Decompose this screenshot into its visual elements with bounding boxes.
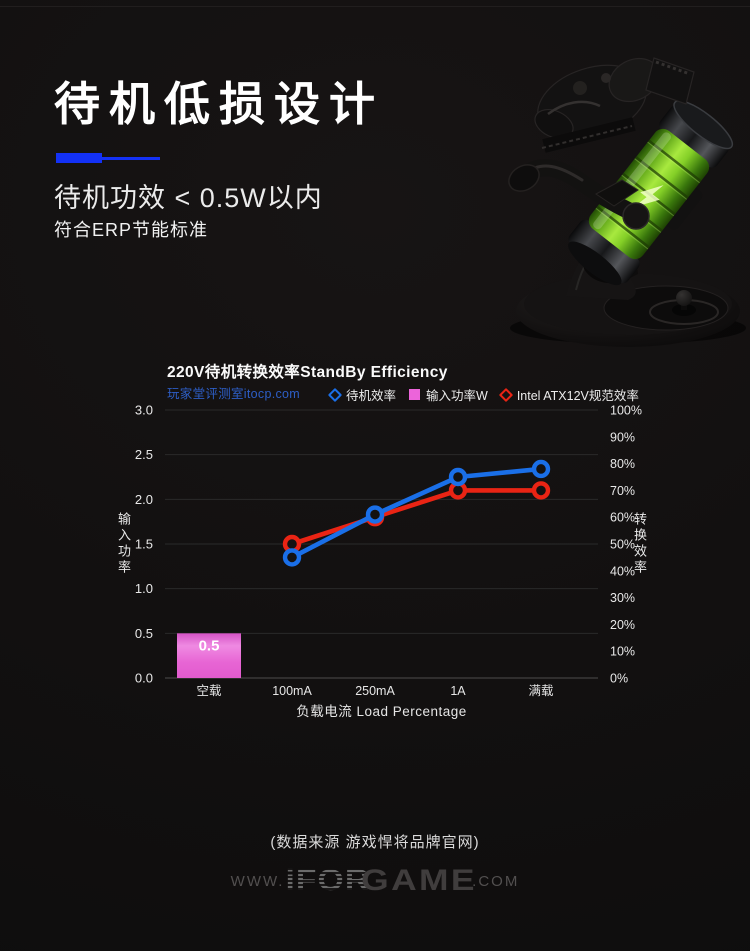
legend-label: Intel ATX12V规范效率 [516,389,639,403]
chart-legend: 待机效率 输入功率W Intel ATX12V规范效率 [327,385,639,404]
svg-text:0.5: 0.5 [199,637,220,654]
svg-text:0.5: 0.5 [135,626,153,641]
svg-text:50%: 50% [610,538,635,552]
right-axis-label: 转换效率 [632,512,647,576]
watermark-brand-game: GAME [361,864,477,897]
legend-square-marker-icon [409,389,421,400]
watermark: WWW. iFOR GAME .COM [0,866,750,896]
svg-text:40%: 40% [610,564,635,578]
legend-label: 待机效率 [346,389,397,403]
svg-text:100mA: 100mA [272,684,312,698]
efficiency-chart: 220V待机转换效率StandBy Efficiency 玩家堂评测室itocp… [110,356,666,728]
svg-text:空载: 空载 [196,684,222,698]
svg-text:0%: 0% [610,672,628,686]
svg-text:90%: 90% [610,430,635,444]
x-axis-title: 负载电流 Load Percentage [296,704,467,719]
chart-canvas: 0.0 0.5 1.0 1.5 2.0 2.5 3.0 0% 10% 20% 30% 40% 50% 60… [135,403,642,699]
svg-text:1.0: 1.0 [135,581,153,596]
data-source-note: (数据来源 游戏悍将品牌官网) [270,834,480,851]
svg-text:100%: 100% [610,404,642,418]
accent-divider-thin [102,156,160,160]
svg-text:70%: 70% [610,484,635,498]
svg-text:1A: 1A [450,684,466,698]
legend-item: 待机效率 [327,385,397,404]
watermark-suffix: .COM [472,872,520,890]
watermark-brand-ifor: iFOR [285,864,371,897]
svg-text:60%: 60% [610,511,635,525]
accent-divider-thick [56,153,102,163]
svg-text:20%: 20% [610,618,635,632]
legend-item: Intel ATX12V规范效率 [498,385,639,404]
erp-standard-text: 符合ERP节能标准 [54,220,209,240]
chart-title: 220V待机转换效率StandBy Efficiency [167,364,448,381]
svg-text:满载: 满载 [528,684,554,698]
legend-item: 输入功率W [409,385,488,404]
product-image [508,57,746,347]
watermark-prefix: WWW. [230,872,285,890]
accent-divider [56,153,160,163]
svg-text:3.0: 3.0 [135,403,153,418]
chart-source-link[interactable]: 玩家堂评测室itocp.com [167,387,300,401]
svg-text:2.0: 2.0 [135,492,153,507]
svg-text:2.5: 2.5 [135,447,153,462]
svg-text:0.0: 0.0 [135,671,153,686]
svg-text:80%: 80% [610,457,635,471]
left-axis-label: 输入功率 [116,512,131,576]
top-divider [0,6,750,7]
page-title: 待机低损设计 [54,78,384,130]
legend-label: 输入功率W [426,389,488,403]
standby-power-text: 待机功效 < 0.5W以内 [54,183,323,213]
svg-text:250mA: 250mA [355,684,395,698]
svg-text:10%: 10% [610,645,635,659]
svg-text:1.5: 1.5 [135,537,153,552]
svg-text:30%: 30% [610,591,635,605]
